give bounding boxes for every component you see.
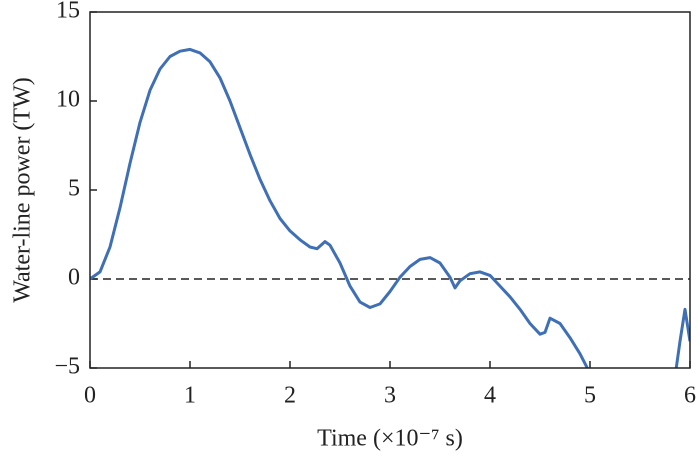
x-tick-label: 1 bbox=[184, 383, 196, 409]
y-tick-label: 0 bbox=[68, 265, 80, 291]
y-tick-label: 5 bbox=[68, 176, 80, 202]
y-axis-label: Water-line power (TW) bbox=[10, 77, 36, 302]
x-tick-label: 3 bbox=[384, 383, 396, 409]
y-tick-label: 15 bbox=[56, 0, 80, 24]
x-axis-label: Time (×10⁻⁷ s) bbox=[317, 426, 463, 452]
y-tick-label: 10 bbox=[56, 87, 80, 113]
x-tick-label: 0 bbox=[84, 383, 96, 409]
line-series bbox=[90, 47, 690, 368]
x-tick-label: 5 bbox=[584, 383, 596, 409]
x-tick-label: 6 bbox=[684, 383, 696, 409]
plot-frame bbox=[89, 11, 691, 369]
y-tick-label: −5 bbox=[54, 354, 80, 380]
x-tick-label: 4 bbox=[484, 383, 496, 409]
x-tick-label: 2 bbox=[284, 383, 296, 409]
